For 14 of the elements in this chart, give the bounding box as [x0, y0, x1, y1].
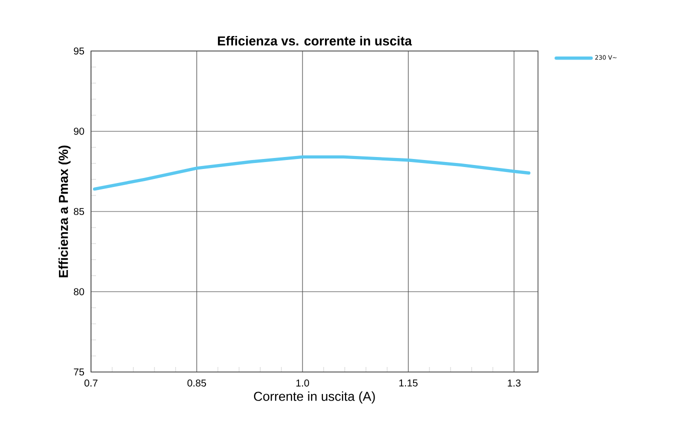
y-tick-label: 95 [74, 47, 84, 55]
x-tick-label: 1.15 [399, 380, 418, 386]
x-tick-label: 1.0 [296, 380, 310, 387]
chart-title: Efficienza vs. corrente in uscita [218, 36, 412, 46]
y-tick-label: 80 [74, 288, 84, 296]
x-tick-label: 1.3 [508, 380, 521, 387]
y-axis-title: Efficienza a Pmax (%) [58, 146, 71, 278]
y-tick-label: 90 [74, 128, 84, 135]
x-tick-label: 0.7 [84, 380, 98, 387]
x-tick-label: 0.85 [187, 380, 206, 387]
line-series [92, 155, 530, 191]
y-tick-label: 75 [74, 368, 84, 376]
y-tick-label: 85 [74, 208, 84, 216]
x-axis-title: Corrente in uscita (A) [254, 391, 375, 404]
